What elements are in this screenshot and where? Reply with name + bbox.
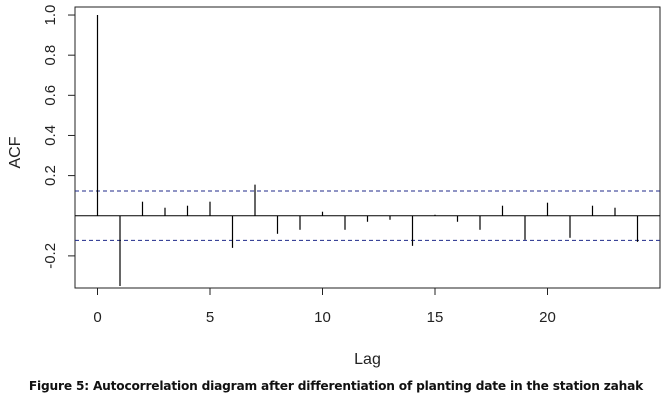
y-tick-label-0: -0.2 [42, 243, 59, 269]
x-tick-label-20: 20 [539, 309, 556, 326]
x-tick-label-5: 5 [206, 309, 214, 326]
acf-chart: 0 5 10 15 20 -0.2 0.2 0.4 0.6 0.8 1.0 Lag ACF [7, 5, 661, 368]
x-tick-label-10: 10 [314, 309, 331, 326]
y-tick-label-4: 0.8 [42, 45, 59, 66]
x-tick-label-15: 15 [427, 309, 444, 326]
figure-caption: Figure 5: Autocorrelation diagram after … [28, 379, 644, 393]
x-axis-title: Lag [354, 351, 381, 368]
x-tick-label-0: 0 [93, 309, 101, 326]
y-tick-label-2: 0.4 [42, 125, 59, 146]
y-axis-title: ACF [7, 136, 24, 168]
y-tick-label-3: 0.6 [42, 85, 59, 106]
y-tick-label-5: 1.0 [42, 5, 59, 26]
plot-frame [74, 6, 661, 289]
y-tick-label-1: 0.2 [42, 165, 59, 186]
